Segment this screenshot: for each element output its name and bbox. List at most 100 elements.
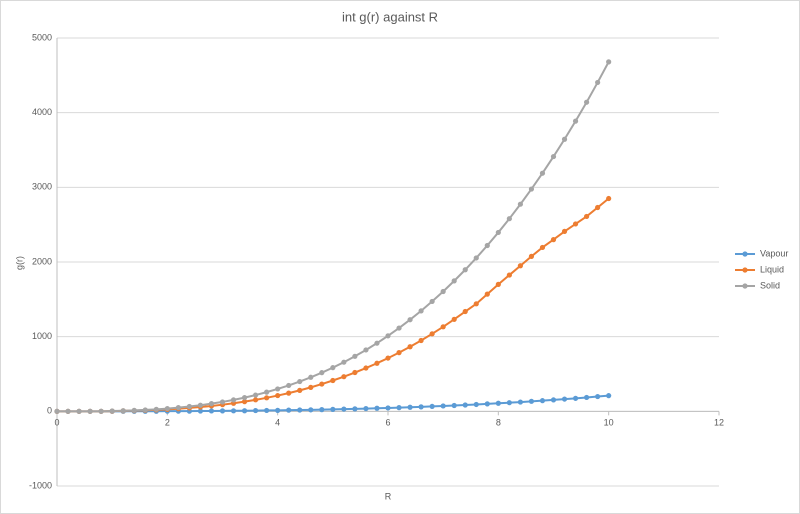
data-point (352, 369, 358, 376)
data-point (407, 344, 413, 350)
data-point (539, 244, 546, 251)
legend-label: Solid (760, 280, 780, 290)
data-point (264, 407, 270, 414)
data-point (484, 401, 490, 407)
data-point (561, 228, 568, 234)
data-point (584, 99, 590, 105)
data-point (418, 308, 424, 314)
data-point (241, 408, 248, 414)
data-point (131, 407, 137, 413)
data-point (341, 374, 347, 380)
data-point (451, 316, 457, 322)
legend-label: Liquid (760, 264, 784, 274)
y-tick-label: -1000 (29, 480, 52, 490)
data-point (606, 393, 612, 399)
data-point (87, 408, 93, 414)
data-point (319, 370, 325, 376)
data-point (584, 213, 590, 220)
data-point (153, 406, 159, 412)
data-point (286, 382, 292, 389)
data-point (197, 408, 204, 414)
data-point (407, 404, 413, 410)
x-tick-label: 10 (604, 418, 614, 428)
data-point (208, 408, 215, 414)
x-axis-label: R (385, 491, 392, 501)
data-point (374, 360, 380, 366)
data-point (253, 392, 259, 398)
data-point (506, 400, 512, 406)
data-point (473, 301, 479, 307)
data-point (164, 405, 170, 412)
data-point (451, 278, 457, 284)
data-point (606, 59, 612, 65)
data-point (363, 405, 369, 412)
data-point (352, 353, 358, 359)
data-point (230, 408, 237, 414)
y-axis-label: g(r) (14, 256, 24, 270)
x-tick-label: 2 (165, 418, 170, 428)
data-point (595, 204, 601, 211)
data-point (275, 392, 281, 399)
data-point (319, 407, 325, 413)
data-point (396, 405, 402, 411)
y-tick-label: 0 (47, 406, 52, 416)
x-tick-label: 6 (385, 418, 390, 428)
chart-title: int g(r) against R (342, 9, 438, 24)
data-point (253, 397, 259, 403)
data-point (330, 377, 336, 384)
data-point (341, 359, 347, 365)
data-point (297, 407, 303, 413)
data-point (241, 394, 248, 401)
data-point (275, 407, 281, 413)
data-point (584, 394, 590, 401)
data-point (297, 378, 303, 385)
data-point (175, 405, 181, 411)
data-point (429, 298, 435, 305)
data-point (506, 272, 512, 278)
data-point (462, 308, 468, 315)
data-point (374, 405, 380, 411)
y-tick-label: 2000 (32, 256, 52, 266)
data-point (473, 255, 479, 261)
data-point (374, 340, 380, 346)
data-point (363, 347, 369, 353)
data-point (396, 350, 402, 356)
data-point (528, 253, 535, 259)
data-point (495, 229, 501, 236)
data-point (495, 281, 501, 287)
x-tick-label: 12 (714, 418, 724, 428)
data-point (275, 386, 281, 392)
y-tick-label: 5000 (32, 32, 52, 42)
data-point (385, 355, 391, 361)
legend-marker (742, 251, 748, 257)
data-point (219, 399, 226, 405)
data-point (550, 237, 557, 243)
data-point (109, 408, 115, 414)
data-point (462, 402, 468, 408)
legend-marker (742, 267, 748, 273)
data-point (606, 195, 612, 202)
data-point (506, 216, 512, 222)
data-point (142, 407, 148, 413)
data-point (330, 406, 336, 412)
data-point (363, 365, 369, 371)
data-point (241, 399, 248, 405)
data-point (572, 221, 579, 227)
data-point (572, 395, 579, 401)
data-point (517, 263, 524, 269)
data-point (230, 397, 237, 403)
y-tick-label: 3000 (32, 182, 52, 192)
x-tick-label: 4 (275, 418, 280, 428)
data-point (308, 374, 314, 380)
data-point (528, 186, 535, 192)
data-point (561, 136, 568, 142)
data-point (120, 408, 126, 414)
data-point (186, 403, 192, 410)
data-point (341, 406, 347, 412)
data-point (539, 398, 546, 404)
data-point (76, 408, 82, 414)
data-point (330, 365, 336, 371)
data-point (219, 408, 226, 414)
